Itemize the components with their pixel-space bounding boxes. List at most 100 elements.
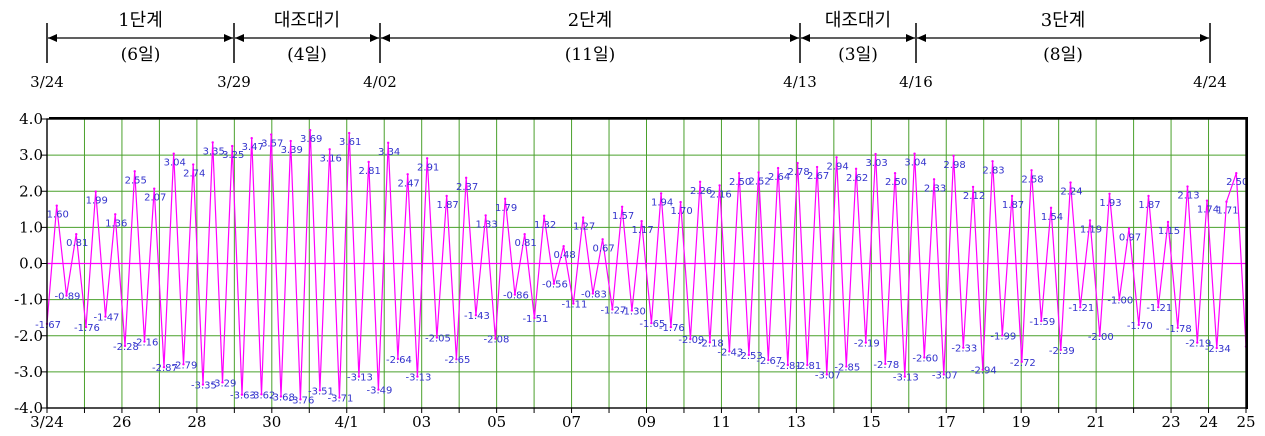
- tide-data-point: [542, 214, 546, 218]
- data-label: 3.57: [261, 139, 283, 150]
- stage-boundary-date: 4/24: [1193, 73, 1227, 91]
- tide-data-point: [172, 152, 175, 155]
- tide-data-point: [396, 357, 400, 361]
- data-label: -0.86: [503, 291, 529, 302]
- data-label: -2.16: [133, 338, 159, 349]
- data-label: 2.58: [1021, 174, 1043, 185]
- data-label: 1.87: [1138, 200, 1160, 211]
- x-tick-label: 19: [1012, 413, 1031, 431]
- tide-data-point: [1137, 323, 1140, 327]
- y-tick-label: 2.0: [19, 182, 43, 200]
- tide-data-point: [601, 238, 604, 241]
- x-tick-label: 23: [1162, 413, 1181, 431]
- tide-data-point: [747, 353, 751, 357]
- tide-data-point: [377, 388, 380, 391]
- data-label: -2.08: [483, 335, 509, 346]
- tide-data-point: [328, 148, 331, 151]
- y-tick-label: -2.0: [14, 327, 43, 345]
- tide-data-point: [1030, 169, 1033, 172]
- x-tick-label: 30: [262, 413, 281, 431]
- tide-data-point: [94, 190, 97, 193]
- tide-data-point: [221, 381, 224, 384]
- data-label: 2.81: [359, 166, 381, 177]
- tide-data-point: [981, 368, 985, 371]
- tide-data-point: [718, 184, 721, 187]
- stage-duration: (8일): [1043, 45, 1083, 65]
- data-label: 2.26: [690, 186, 712, 197]
- tide-data-point: [1127, 227, 1131, 230]
- data-label: 0.81: [66, 238, 88, 249]
- data-label: -3.51: [308, 386, 334, 397]
- x-tick-label: 25: [1236, 413, 1255, 431]
- x-tick-label: 09: [637, 413, 656, 431]
- data-label: 2.24: [1060, 187, 1082, 198]
- stage-name: 대조대기: [274, 10, 340, 31]
- data-label: -1.59: [1029, 317, 1055, 328]
- data-label: -2.05: [425, 334, 451, 345]
- tide-data-point: [416, 375, 419, 378]
- tide-data-point: [84, 325, 88, 329]
- data-label: 1.74: [1197, 205, 1219, 216]
- arrow-left-icon: [381, 34, 390, 42]
- data-label: 2.50: [885, 177, 907, 188]
- stage-duration: (3일): [838, 45, 878, 65]
- data-label: 0.97: [1119, 232, 1141, 243]
- tide-data-point: [494, 337, 497, 340]
- tide-data-point: [231, 144, 234, 148]
- tide-data-point: [1010, 194, 1014, 198]
- tide-data-point: [308, 128, 312, 132]
- tide-data-point: [435, 336, 439, 339]
- tide-data-point: [786, 363, 790, 367]
- tide-data-point: [338, 396, 341, 399]
- y-tick-label: 3.0: [19, 146, 43, 164]
- tide-data-point: [270, 133, 273, 136]
- tide-data-point: [708, 341, 712, 344]
- tide-data-point: [1176, 326, 1179, 330]
- stage-duration: (11일): [565, 45, 616, 65]
- tide-data-point: [572, 302, 575, 305]
- data-label: 2.47: [398, 178, 420, 189]
- tide-data-point: [640, 220, 643, 223]
- arrow-left-icon: [235, 34, 244, 42]
- data-label: -1.76: [659, 323, 685, 334]
- data-label: -2.34: [1205, 344, 1231, 355]
- tide-data-point: [815, 165, 819, 169]
- tide-series-line: [46, 130, 1247, 400]
- data-label: 2.62: [846, 173, 868, 184]
- stage-timeline: 3/24 3/29 4/02 4/13 4/16 4/24 1단계 (6일) 대조대기 (4일) 2…: [30, 10, 1227, 91]
- data-label: 1.70: [670, 206, 692, 217]
- data-label: 1.71: [1216, 206, 1238, 217]
- x-tick-label: 07: [562, 413, 581, 431]
- arrow-right-icon: [370, 34, 379, 42]
- tide-data-point: [318, 389, 322, 392]
- tide-data-point: [776, 166, 780, 170]
- y-tick-label: -3.0: [14, 363, 43, 381]
- data-label: 3.16: [320, 153, 342, 164]
- data-label: -3.71: [328, 394, 354, 405]
- tide-data-point: [1166, 220, 1170, 224]
- tide-data-point: [893, 171, 897, 175]
- data-label: 2.37: [456, 182, 478, 193]
- chart-axes: 4.0 3.0 2.0 1.0 0.0 -1.0 -2.0 -3.0 -4.03/24 26 28 3…: [14, 110, 1255, 431]
- data-label: 2.13: [1177, 191, 1199, 202]
- arrow-right-icon: [906, 34, 915, 42]
- data-label: 0.48: [554, 250, 576, 261]
- tide-data-point: [386, 141, 390, 145]
- x-tick-label: 17: [937, 413, 956, 431]
- tide-data-point: [913, 152, 916, 155]
- data-label: 3.25: [222, 150, 244, 161]
- tide-data-point: [123, 344, 127, 348]
- tide-data-point: [659, 192, 663, 195]
- x-tick-label: 13: [787, 413, 806, 431]
- data-label: 2.33: [924, 183, 946, 194]
- tide-data-point: [835, 156, 838, 159]
- tide-data-point: [1157, 306, 1160, 309]
- tide-data-point: [1186, 185, 1189, 188]
- y-tick-label: -1.0: [14, 291, 43, 309]
- tide-data-point: [923, 356, 926, 359]
- tide-data-point: [192, 163, 195, 166]
- data-label: -2.81: [795, 361, 821, 372]
- tide-data-point: [104, 315, 107, 318]
- y-tick-label: 4.0: [19, 110, 43, 128]
